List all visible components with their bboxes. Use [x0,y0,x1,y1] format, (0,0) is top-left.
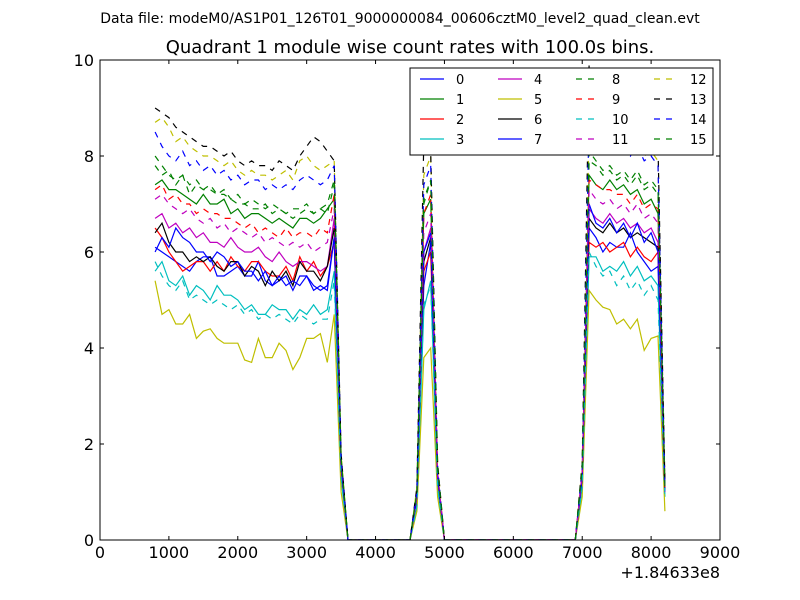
legend-label-10: 10 [612,113,629,128]
x-tick-label: 5000 [424,543,465,562]
x-tick-label: 9000 [700,543,741,562]
legend-label-6: 6 [534,113,542,128]
plot-frame [99,59,721,541]
x-axis-offset-label: +1.84633e8 [620,563,720,582]
y-tick-label: 0 [84,531,94,550]
y-tick-label: 8 [84,147,94,166]
series-line-7 [154,203,666,540]
x-tick-label: 2000 [217,543,258,562]
legend-label-2: 2 [456,113,464,128]
x-tick-label: 1000 [149,543,190,562]
x-tick-label: 8000 [631,543,672,562]
legend-label-4: 4 [534,73,542,88]
series-line-6 [154,216,666,540]
series-line-2 [154,227,666,540]
legend-label-12: 12 [690,73,707,88]
legend-label-3: 3 [456,133,464,148]
series-line-10 [154,251,666,540]
chart-title: Quadrant 1 module wise count rates with … [166,37,655,58]
series-line-4 [154,207,666,540]
legend-label-7: 7 [534,133,542,148]
legend-label-8: 8 [612,73,620,88]
y-tick-label: 10 [74,51,94,70]
series-line-3 [154,256,666,540]
legend-label-1: 1 [456,93,464,108]
x-tick-label: 7000 [562,543,603,562]
axis-ticks: 0 1000 2000 3000 4000 5000 6000 7000 8000 9000 0 2 4… [74,51,741,562]
legend-label-5: 5 [534,93,542,108]
legend-label-9: 9 [612,93,620,108]
legend-box [409,67,714,156]
legend-label-14: 14 [690,113,707,128]
series-line-1 [154,173,666,540]
x-tick-label: 6000 [493,543,534,562]
x-tick-label: 4000 [355,543,396,562]
series-line-8 [154,159,666,540]
y-tick-label: 6 [84,243,94,262]
legend-label-13: 13 [690,93,707,108]
series-line-9 [154,178,666,540]
y-tick-label: 4 [84,339,94,358]
x-tick-label: 3000 [286,543,327,562]
legend-label-15: 15 [690,133,707,148]
series-line-5 [154,280,666,540]
series-line-15 [154,149,666,540]
series-line-11 [154,187,666,540]
chart-suptitle: Data file: modeM0/AS1P01_126T01_90000000… [100,11,700,27]
x-tick-label: 0 [95,543,105,562]
legend-label-0: 0 [456,73,464,88]
series-line-14 [154,117,666,540]
legend-label-11: 11 [612,133,629,148]
y-tick-label: 2 [84,435,94,454]
